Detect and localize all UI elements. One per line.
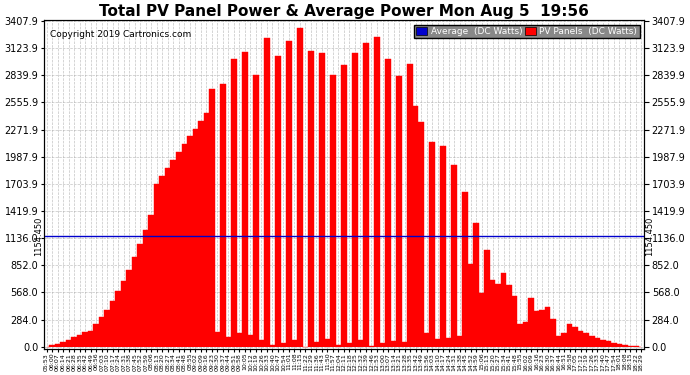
Title: Total PV Panel Power & Average Power Mon Aug 5  19:56: Total PV Panel Power & Average Power Mon… bbox=[99, 4, 589, 19]
Legend: Average  (DC Watts), PV Panels  (DC Watts): Average (DC Watts), PV Panels (DC Watts) bbox=[414, 25, 640, 38]
Text: 1154.450: 1154.450 bbox=[34, 217, 43, 256]
Text: Copyright 2019 Cartronics.com: Copyright 2019 Cartronics.com bbox=[50, 30, 191, 39]
Text: 1154.450: 1154.450 bbox=[644, 217, 653, 256]
